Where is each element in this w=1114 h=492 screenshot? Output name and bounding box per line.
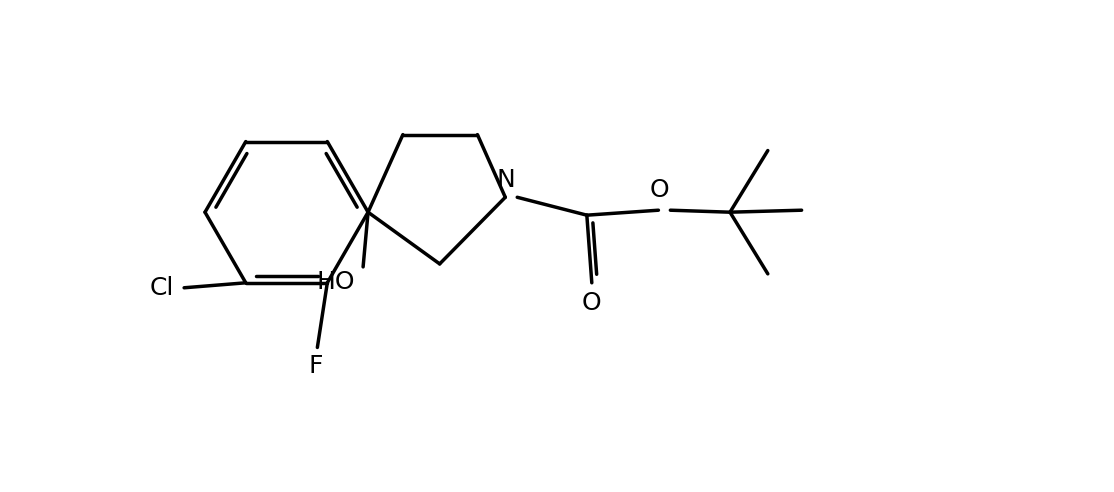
Text: O: O	[582, 291, 602, 315]
Text: N: N	[497, 168, 516, 192]
Text: HO: HO	[316, 270, 354, 294]
Text: O: O	[649, 178, 670, 202]
Text: Cl: Cl	[150, 276, 175, 300]
Text: F: F	[309, 354, 323, 378]
